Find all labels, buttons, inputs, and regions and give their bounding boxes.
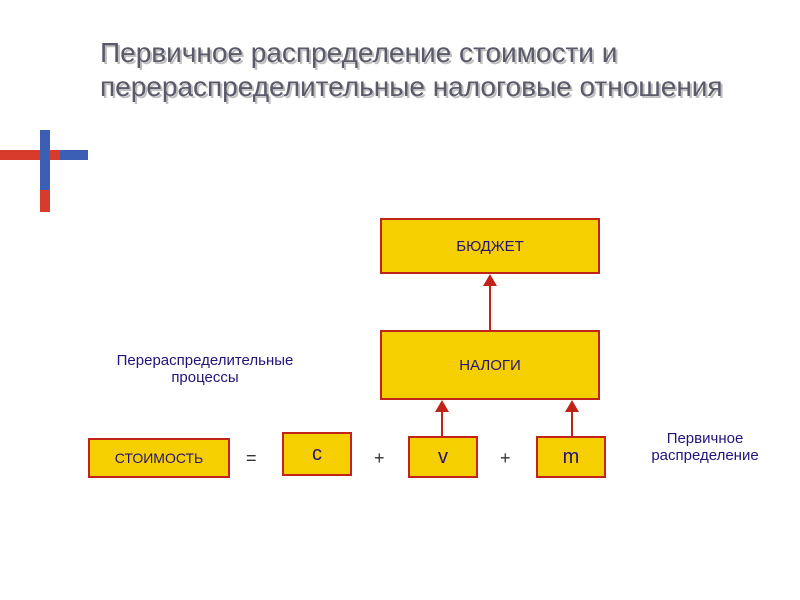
- decor-bar-h1: [0, 150, 60, 160]
- arrow-head-icon: [435, 400, 449, 412]
- arrow-head-icon: [483, 274, 497, 286]
- page-title: Первичное распределение стоимости и пере…: [100, 36, 740, 104]
- arrow-shaft: [571, 412, 573, 436]
- box-cost: СТОИМОСТЬ: [88, 438, 230, 478]
- decor-bar-v1: [40, 130, 50, 190]
- box-v-label: v: [438, 446, 448, 469]
- box-m-label: m: [563, 446, 580, 469]
- arrow-shaft: [489, 286, 491, 330]
- operator-plus-1: +: [374, 448, 385, 469]
- box-c-label: c: [312, 443, 322, 466]
- arrow-v-to-taxes: [432, 400, 452, 436]
- label-primary: Первичное распределение: [620, 430, 790, 464]
- box-budget: БЮДЖЕТ: [380, 218, 600, 274]
- decor-bar-h2: [60, 150, 88, 160]
- box-c: c: [282, 432, 352, 476]
- box-budget-label: БЮДЖЕТ: [456, 238, 524, 255]
- arrow-head-icon: [565, 400, 579, 412]
- box-m: m: [536, 436, 606, 478]
- box-v: v: [408, 436, 478, 478]
- box-taxes-label: НАЛОГИ: [459, 357, 521, 374]
- arrow-taxes-to-budget: [480, 274, 500, 330]
- operator-equals: =: [246, 448, 257, 469]
- arrow-m-to-taxes: [562, 400, 582, 436]
- box-taxes: НАЛОГИ: [380, 330, 600, 400]
- operator-plus-2: +: [500, 448, 511, 469]
- decor-bar-v2: [40, 190, 50, 212]
- arrow-shaft: [441, 412, 443, 436]
- box-cost-label: СТОИМОСТЬ: [115, 450, 203, 466]
- label-redistribution: Перераспределительные процессы: [90, 352, 320, 386]
